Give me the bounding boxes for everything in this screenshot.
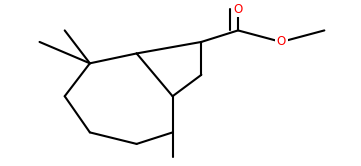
Text: O: O <box>277 35 286 48</box>
Text: O: O <box>234 2 243 16</box>
